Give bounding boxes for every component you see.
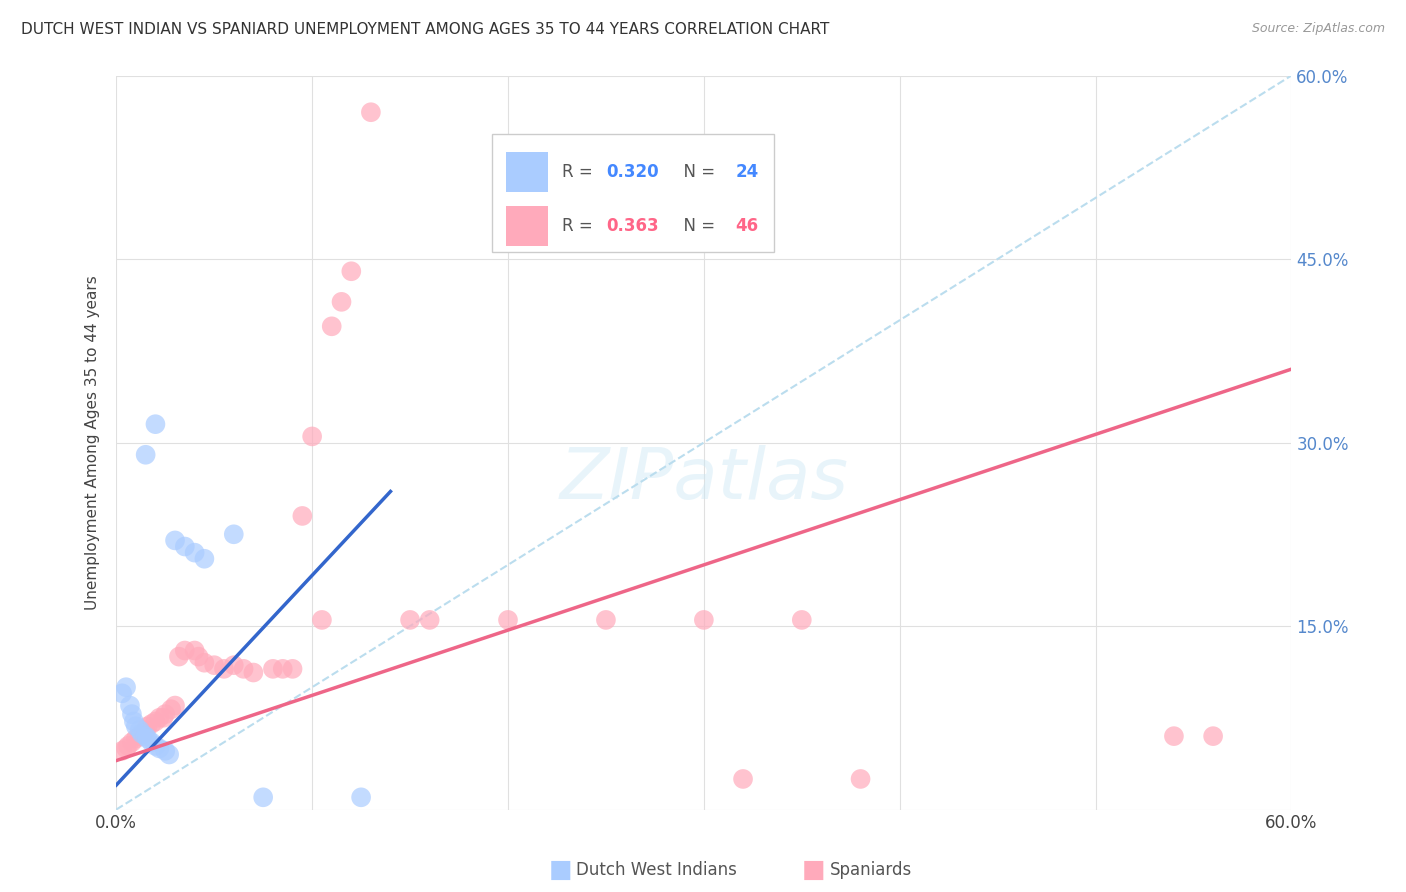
Point — [163, 533, 186, 548]
Point — [252, 790, 274, 805]
Point — [141, 717, 163, 731]
Point — [496, 613, 519, 627]
Point — [136, 719, 159, 733]
Point — [301, 429, 323, 443]
Point — [1202, 729, 1225, 743]
Text: Dutch West Indians: Dutch West Indians — [576, 861, 737, 879]
Point — [360, 105, 382, 120]
Point — [152, 711, 174, 725]
Point — [115, 741, 138, 756]
Point — [321, 319, 343, 334]
Text: DUTCH WEST INDIAN VS SPANIARD UNEMPLOYMENT AMONG AGES 35 TO 44 YEARS CORRELATION: DUTCH WEST INDIAN VS SPANIARD UNEMPLOYME… — [21, 22, 830, 37]
Point — [849, 772, 872, 786]
Point — [222, 658, 245, 673]
Point — [242, 665, 264, 680]
Text: 0.320: 0.320 — [606, 163, 659, 181]
Point — [291, 508, 314, 523]
Text: R =: R = — [561, 217, 598, 235]
Point — [311, 613, 333, 627]
Point — [145, 739, 167, 753]
Point — [117, 739, 139, 753]
FancyBboxPatch shape — [492, 134, 775, 252]
Point — [141, 735, 163, 749]
Point — [135, 729, 157, 743]
Point — [232, 662, 254, 676]
Point — [115, 680, 138, 694]
Point — [167, 649, 190, 664]
Point — [193, 656, 215, 670]
Point — [136, 731, 159, 746]
Text: N =: N = — [673, 217, 721, 235]
Point — [731, 772, 754, 786]
Point — [419, 613, 441, 627]
Point — [399, 613, 422, 627]
Point — [281, 662, 304, 676]
Point — [340, 264, 363, 278]
Point — [111, 686, 134, 700]
Point — [125, 731, 148, 746]
Point — [128, 729, 150, 743]
Point — [145, 417, 167, 432]
Point — [790, 613, 813, 627]
Point — [1163, 729, 1185, 743]
Point — [135, 723, 157, 737]
Point — [262, 662, 284, 676]
Point — [160, 702, 183, 716]
Point — [128, 723, 150, 737]
Point — [193, 551, 215, 566]
Text: Source: ZipAtlas.com: Source: ZipAtlas.com — [1251, 22, 1385, 36]
Point — [271, 662, 294, 676]
Point — [148, 741, 170, 756]
Point — [187, 649, 209, 664]
Point — [693, 613, 716, 627]
Point — [163, 698, 186, 713]
Text: N =: N = — [673, 163, 721, 181]
Point — [350, 790, 373, 805]
Point — [111, 744, 134, 758]
Point — [145, 714, 167, 729]
Point — [148, 711, 170, 725]
Point — [157, 747, 180, 762]
Point — [183, 643, 205, 657]
Point — [132, 727, 155, 741]
Y-axis label: Unemployment Among Ages 35 to 44 years: Unemployment Among Ages 35 to 44 years — [86, 275, 100, 610]
Point — [173, 540, 195, 554]
Bar — [506, 206, 547, 246]
Text: ■: ■ — [548, 858, 572, 881]
Point — [173, 643, 195, 657]
Point — [212, 662, 235, 676]
Bar — [506, 152, 547, 192]
Point — [121, 707, 143, 722]
Point — [125, 719, 148, 733]
Point — [118, 698, 141, 713]
Text: 0.363: 0.363 — [606, 217, 659, 235]
Point — [330, 294, 353, 309]
Point — [155, 707, 177, 722]
Point — [135, 448, 157, 462]
Point — [222, 527, 245, 541]
Text: ZIPatlas: ZIPatlas — [560, 445, 848, 514]
Point — [121, 735, 143, 749]
Text: R =: R = — [561, 163, 598, 181]
Point — [595, 613, 617, 627]
Point — [202, 658, 225, 673]
Text: 46: 46 — [735, 217, 759, 235]
Point — [122, 714, 145, 729]
Point — [183, 546, 205, 560]
Text: ■: ■ — [801, 858, 825, 881]
Text: 24: 24 — [735, 163, 759, 181]
Point — [155, 744, 177, 758]
Point — [131, 727, 153, 741]
Text: Spaniards: Spaniards — [830, 861, 911, 879]
